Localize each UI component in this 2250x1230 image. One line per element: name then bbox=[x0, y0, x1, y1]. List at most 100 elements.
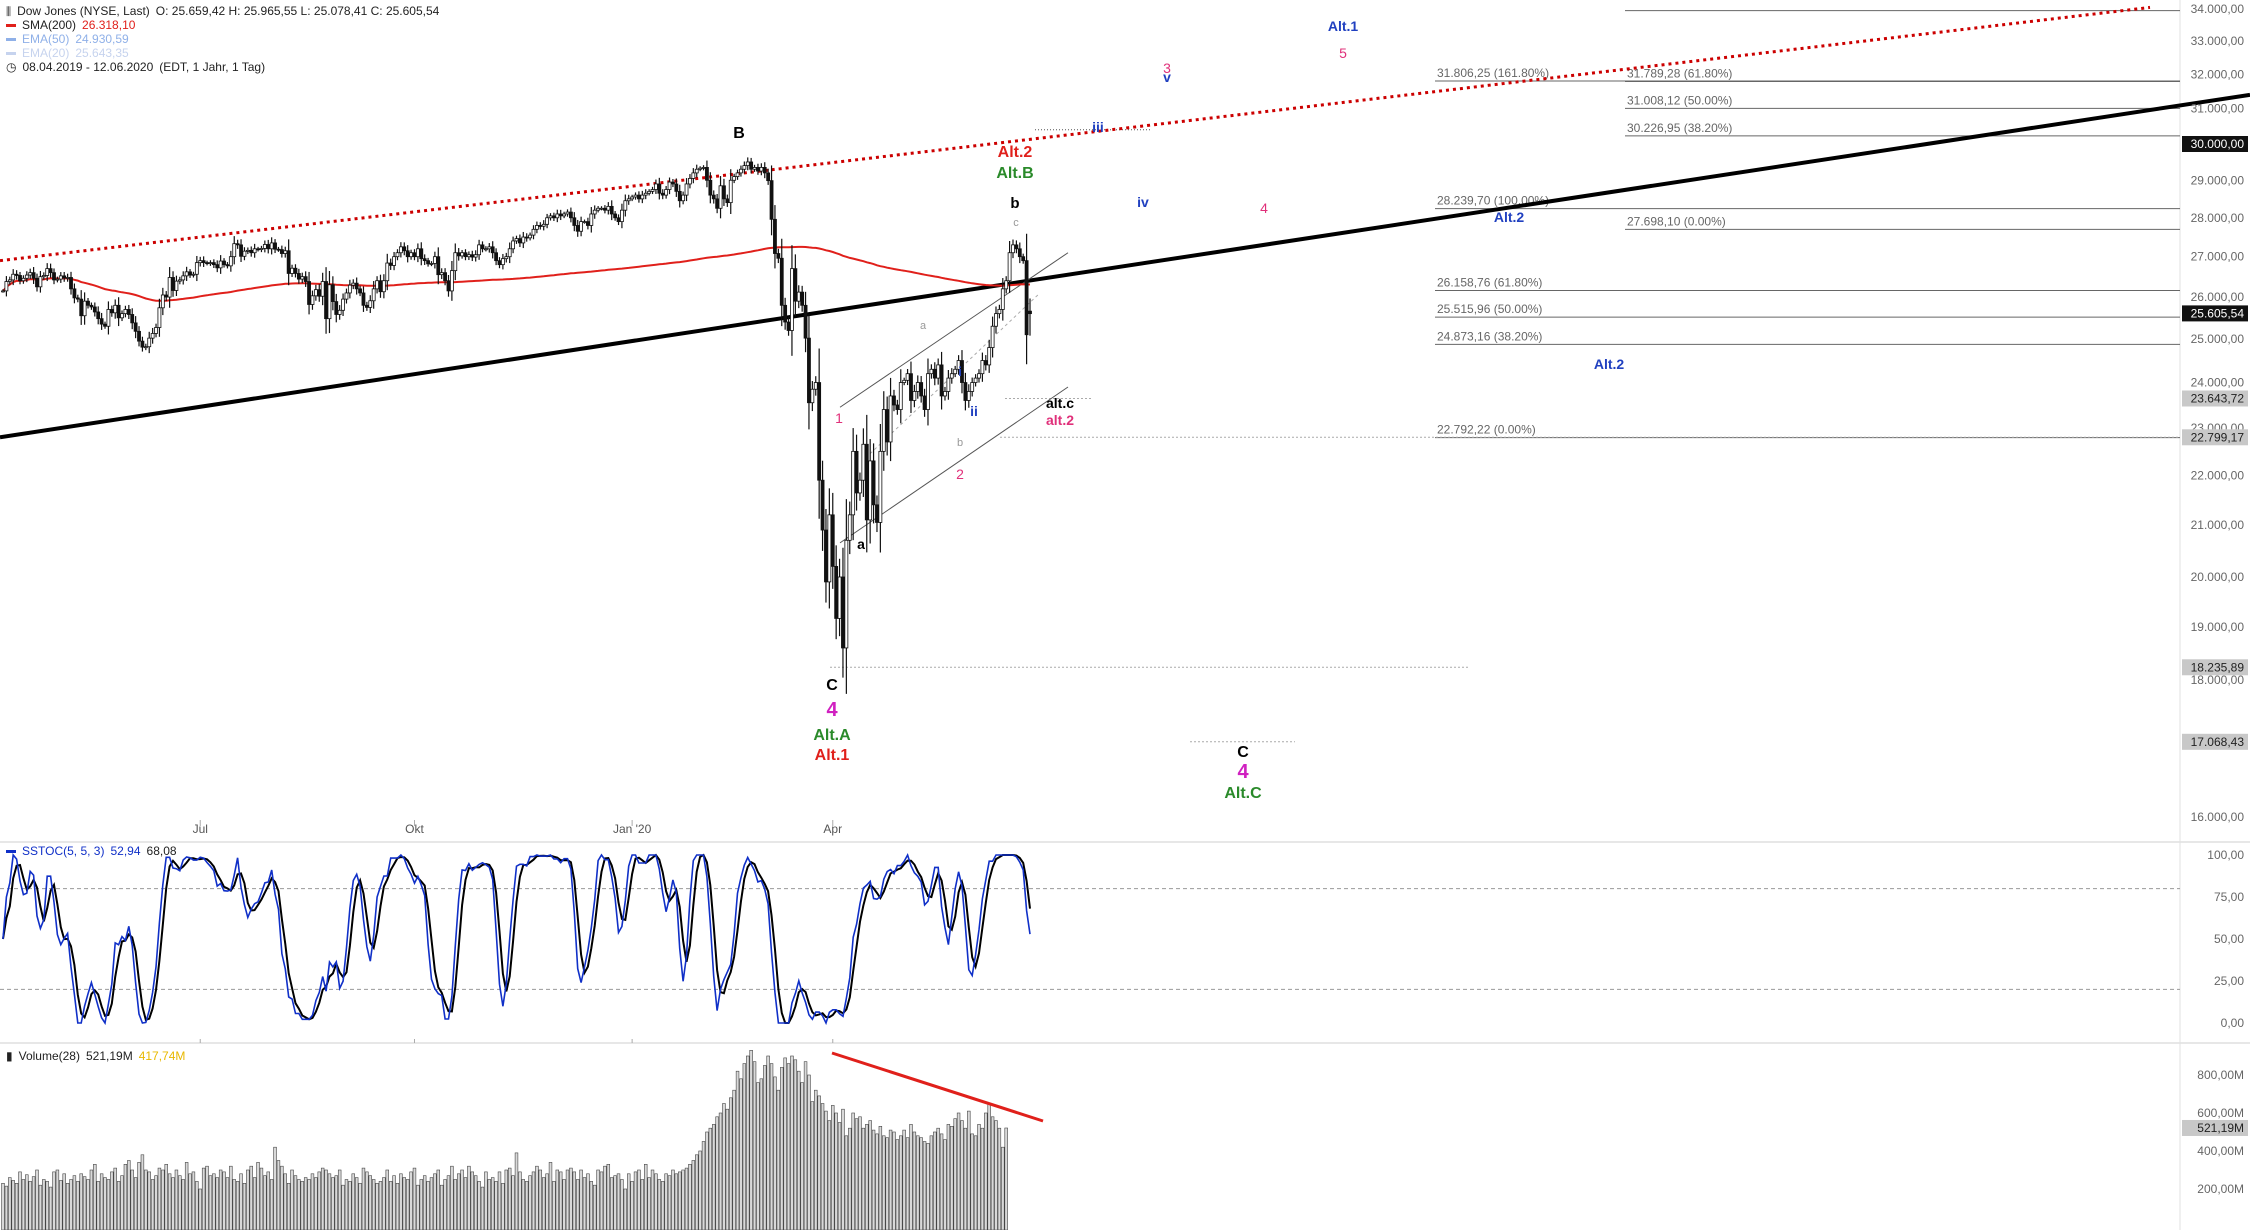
candle-body bbox=[878, 450, 883, 523]
candle-body bbox=[715, 198, 720, 209]
volume-bar bbox=[263, 1175, 267, 1230]
volume-bar bbox=[514, 1152, 519, 1230]
candle-body bbox=[735, 172, 740, 177]
volume-bar bbox=[467, 1165, 471, 1230]
candle-body bbox=[92, 306, 97, 313]
volume-tick-label: 200,00M bbox=[2197, 1182, 2244, 1196]
wave-label: i bbox=[958, 364, 962, 379]
volume-bar bbox=[276, 1160, 281, 1230]
volume-bar bbox=[518, 1171, 522, 1230]
wave-label: 2 bbox=[956, 466, 964, 482]
candle-body bbox=[793, 268, 798, 302]
candle-body bbox=[35, 277, 39, 288]
candle-body bbox=[766, 172, 771, 182]
rebound-channel-upper bbox=[839, 252, 1069, 408]
volume-trend-line bbox=[831, 1051, 1044, 1123]
candle-body bbox=[249, 249, 254, 254]
volume-bar bbox=[756, 1082, 760, 1230]
volume-bar bbox=[218, 1169, 223, 1230]
volume-bar bbox=[18, 1171, 22, 1230]
volume-bar bbox=[137, 1162, 141, 1230]
volume-bar bbox=[422, 1175, 427, 1230]
volume-bar bbox=[984, 1112, 988, 1230]
volume-bar bbox=[919, 1137, 923, 1230]
volume-bar bbox=[521, 1179, 526, 1230]
candle-body bbox=[412, 252, 417, 258]
candle-body bbox=[939, 364, 944, 397]
volume-tick-label: 800,00M bbox=[2197, 1068, 2244, 1082]
volume-bar bbox=[348, 1181, 352, 1230]
candle-body bbox=[538, 225, 543, 227]
volume-bar bbox=[195, 1181, 199, 1230]
volume-bar bbox=[987, 1103, 991, 1230]
y-tick-label: 25.000,00 bbox=[2191, 332, 2245, 346]
volume-bar bbox=[164, 1164, 168, 1230]
price-axis[interactable]: 34.000,00 33.000,00 32.000,00 31.000,00 29.0… bbox=[2182, 2, 2248, 1196]
volume-bar bbox=[266, 1171, 270, 1230]
volume-bar bbox=[929, 1135, 934, 1230]
wave-label: 4 bbox=[1260, 200, 1268, 216]
candle-body bbox=[881, 409, 886, 452]
candle-body bbox=[402, 246, 407, 252]
volume-bars bbox=[1, 1050, 1044, 1230]
price-marker-label: 18.235,89 bbox=[2191, 660, 2245, 674]
volume-bar bbox=[375, 1183, 379, 1230]
volume-bar bbox=[45, 1181, 49, 1230]
wave-label: a bbox=[920, 320, 927, 332]
y-tick-label: 29.000,00 bbox=[2191, 173, 2245, 187]
volume-bar bbox=[52, 1171, 56, 1230]
candle-body bbox=[28, 272, 33, 276]
candle-body bbox=[188, 271, 192, 276]
legend-stochastic: SSTOC(5, 5, 3) 52,94 68,08 bbox=[6, 844, 183, 858]
volume-bar bbox=[616, 1173, 621, 1230]
volume-bar bbox=[654, 1173, 658, 1230]
candle-body bbox=[211, 262, 216, 266]
volume-bar bbox=[620, 1179, 624, 1230]
volume-bar bbox=[38, 1184, 43, 1230]
volume-bar bbox=[487, 1179, 491, 1230]
candle-body bbox=[783, 304, 788, 323]
candle-body bbox=[126, 309, 131, 315]
volume-bar bbox=[201, 1167, 206, 1230]
candle-body bbox=[671, 181, 675, 185]
candle-body bbox=[871, 460, 876, 506]
fib-level-label: 31.008,12 (50.00%) bbox=[1627, 93, 1732, 107]
candle-body bbox=[905, 373, 910, 381]
ema50-swatch-icon bbox=[6, 38, 16, 42]
volume-bar bbox=[783, 1057, 787, 1230]
stoch-tick-label: 50,00 bbox=[2214, 932, 2244, 946]
candle-body bbox=[449, 270, 454, 292]
candle-body bbox=[569, 211, 573, 219]
candle-body bbox=[779, 257, 784, 306]
candle-body bbox=[841, 576, 845, 649]
volume-bar bbox=[235, 1181, 240, 1230]
candle-body bbox=[41, 275, 46, 278]
candle-body bbox=[487, 246, 492, 250]
volume-bar bbox=[86, 1179, 90, 1230]
candle-body bbox=[385, 262, 390, 282]
volume-bar bbox=[300, 1181, 304, 1230]
candle-body bbox=[966, 391, 971, 401]
candle-body bbox=[616, 217, 621, 223]
candle-body bbox=[756, 167, 760, 172]
volume-bar bbox=[62, 1173, 66, 1230]
candle-body bbox=[494, 252, 498, 262]
candle-body bbox=[830, 514, 835, 567]
candle-body bbox=[620, 209, 624, 223]
candle-body bbox=[776, 253, 781, 259]
volume-bar bbox=[1, 1183, 5, 1230]
candle-body bbox=[1007, 252, 1012, 282]
volume-bar bbox=[854, 1118, 859, 1230]
candle-body bbox=[558, 213, 563, 217]
candle-body bbox=[409, 252, 413, 258]
volume-bar bbox=[950, 1126, 954, 1230]
volume-bar bbox=[337, 1169, 342, 1230]
candle-body bbox=[133, 322, 138, 332]
volume-bar bbox=[501, 1183, 505, 1230]
candle-body bbox=[647, 190, 652, 194]
candle-body bbox=[943, 391, 947, 397]
candle-body bbox=[86, 300, 90, 306]
candle-body bbox=[861, 443, 866, 481]
volume-bar bbox=[429, 1177, 434, 1230]
candle-body bbox=[895, 404, 900, 410]
